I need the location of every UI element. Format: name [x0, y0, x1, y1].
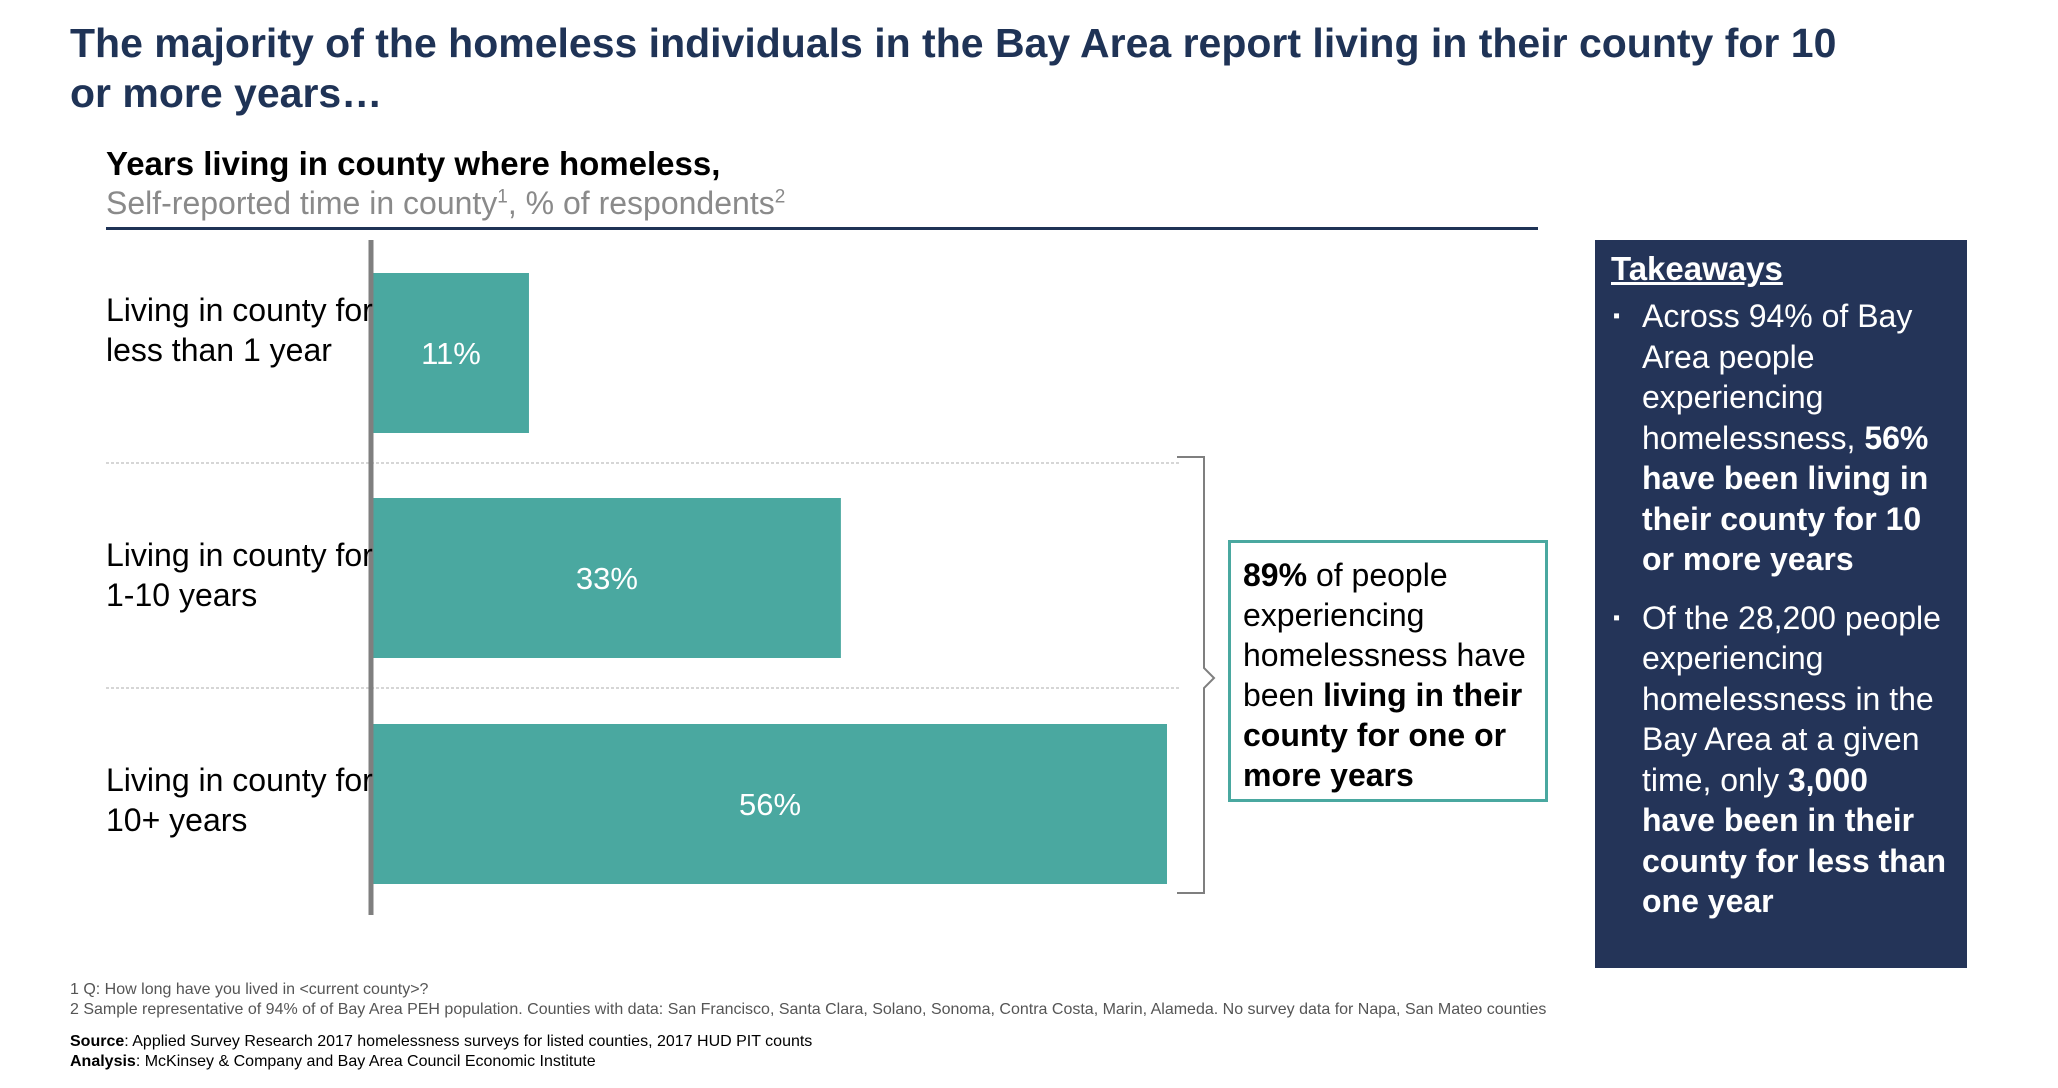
callout-figure: 89% — [1243, 557, 1308, 593]
bar-value-label: 33% — [576, 561, 638, 596]
footnotes: 1 Q: How long have you lived in <current… — [70, 980, 1546, 1020]
callout-text: of people experiencing homelessness have… — [1243, 557, 1526, 713]
page-headline: The majority of the homeless individuals… — [70, 20, 1837, 116]
takeaway-item: ▪ Across 94% of Bay Area people experienc… — [1611, 296, 1949, 580]
bar-value-label: 11% — [421, 336, 481, 371]
bullet-icon: ▪ — [1613, 305, 1621, 327]
takeaway-item: ▪ Of the 28,200 people experiencing homel… — [1611, 598, 1949, 922]
source-text: : Applied Survey Research 2017 homelessn… — [124, 1033, 813, 1050]
analysis-line: Analysis: McKinsey & Company and Bay Are… — [70, 1052, 812, 1072]
bullet-icon: ▪ — [1613, 606, 1621, 629]
takeaway-emphasis: 56% have been living in their county for… — [1642, 419, 1929, 578]
chart-subtitle-unit: , % of respondents — [507, 185, 775, 221]
callout-box: 89% of people experiencing homelessness … — [1228, 540, 1548, 802]
takeaways-panel: Takeaways ▪ Across 94% of Bay Area people… — [1595, 240, 1967, 968]
chart-subtitle-footnote-1: 1 — [497, 186, 508, 208]
takeaway-text: Of the 28,200 people experiencing homele… — [1642, 599, 1941, 798]
source-label: Source — [70, 1033, 125, 1050]
chart-subtitle: Self-reported time in county1, % of resp… — [106, 185, 785, 222]
bar — [373, 273, 529, 433]
takeaway-text: Across 94% of Bay Area people experienci… — [1642, 298, 1913, 456]
category-label: Living in county for 1-10 years — [106, 537, 373, 613]
takeaway-emphasis: 3,000 have been in their county for less… — [1642, 761, 1947, 920]
footnote-2: 2 Sample representative of 94% of of Bay… — [70, 1001, 1547, 1018]
bar — [373, 498, 841, 658]
takeaways-title: Takeaways — [1611, 250, 1783, 287]
bar-value-label: 56% — [739, 787, 801, 822]
chart-subtitle-text: Self-reported time in county — [106, 185, 498, 221]
bar — [373, 724, 1167, 884]
title-divider — [106, 227, 1538, 230]
category-label: Living in county for less than 1 year — [106, 292, 373, 368]
analysis-text: : McKinsey & Company and Bay Area Counci… — [135, 1053, 596, 1070]
chart-title: Years living in county where homeless, — [106, 145, 721, 182]
callout-emphasis: living in their county for one or more y… — [1243, 677, 1523, 793]
group-bracket — [1177, 456, 1216, 894]
analysis-label: Analysis — [70, 1053, 136, 1070]
category-label: Living in county for 10+ years — [106, 762, 373, 838]
footnote-1: 1 Q: How long have you lived in <current… — [70, 981, 429, 998]
chart-subtitle-footnote-2: 2 — [774, 186, 786, 208]
source-notes: Source: Applied Survey Research 2017 hom… — [70, 1032, 812, 1072]
source-line: Source: Applied Survey Research 2017 hom… — [70, 1032, 812, 1052]
